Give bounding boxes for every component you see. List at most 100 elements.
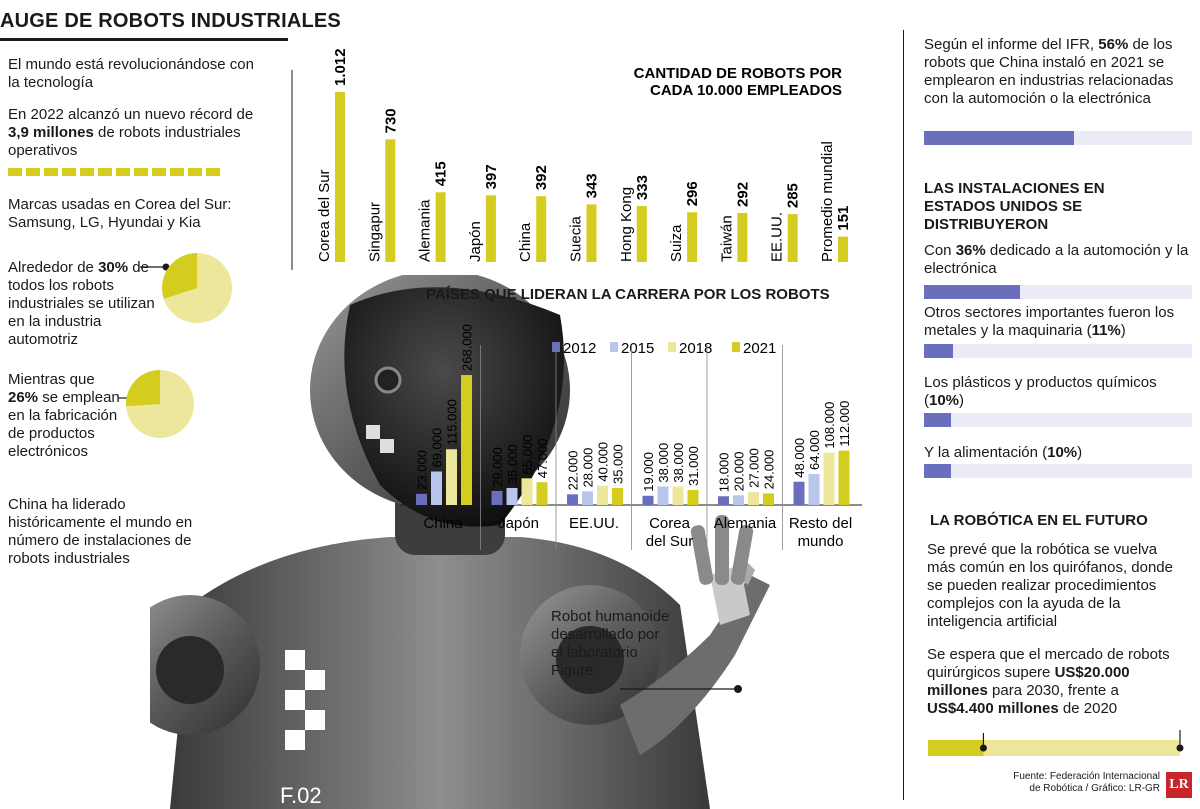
installations-bar <box>536 482 548 505</box>
density-bar <box>435 192 446 262</box>
density-bar <box>838 236 848 262</box>
caption-pointer <box>620 685 742 693</box>
density-bar <box>787 214 798 262</box>
installations-bar <box>642 495 654 505</box>
installations-bar <box>461 375 472 505</box>
installations-bar <box>491 490 503 505</box>
installations-bar <box>446 449 457 505</box>
density-value-label: 730 <box>382 108 399 133</box>
density-value-label: 415 <box>433 161 450 186</box>
installations-value-label: 20.000 <box>732 452 747 492</box>
installations-value-label: 23.000 <box>415 450 430 490</box>
robot-density-chart: CANTIDAD DE ROBOTS POR CADA 10.000 EMPLE… <box>291 48 852 270</box>
density-bar <box>586 204 597 262</box>
installations-value-label: 31.000 <box>686 446 701 486</box>
legend-label: 2012 <box>563 340 596 357</box>
installations-bar <box>748 491 759 505</box>
automotive-pie <box>140 253 232 323</box>
us-auto-text: Con 36% dedicado a la automoción y la el… <box>924 242 1189 277</box>
installations-value-label: 38.000 <box>656 443 671 483</box>
density-bar <box>536 196 547 262</box>
installations-value-label: 35.000 <box>611 444 626 484</box>
density-category-label: Promedio mundial <box>819 141 836 262</box>
installations-category-label: Resto del <box>789 515 852 532</box>
density-value-label: 1.012 <box>332 48 349 86</box>
installations-bar <box>582 491 593 505</box>
lr-logo: LR <box>1166 772 1192 798</box>
density-category-label: China <box>517 222 534 262</box>
installations-bar <box>597 485 608 505</box>
density-category-label: Suiza <box>668 224 685 262</box>
installations-value-label: 27.000 <box>747 448 762 488</box>
market-2030-dot <box>1176 744 1184 752</box>
installations-value-label: 19.000 <box>641 452 656 492</box>
installations-value-label: 22.000 <box>566 451 581 491</box>
chart2-title: PAÍSES QUE LIDERAN LA CARRERA POR LOS RO… <box>426 286 830 303</box>
density-category-label: Japón <box>467 221 484 262</box>
density-bar <box>737 212 748 262</box>
installations-bar <box>521 478 533 505</box>
installations-bar <box>657 486 669 505</box>
right-column-divider <box>903 30 904 800</box>
density-category-label: Taiwán <box>718 215 735 262</box>
record-text: En 2022 alcanzó un nuevo récord de 3,9 m… <box>8 106 254 159</box>
density-category-label: Hong Kong <box>618 187 635 262</box>
density-category-label: Corea del Sur <box>316 169 333 262</box>
china-leadership-text: China ha liderado históricamente el mund… <box>8 496 193 567</box>
chart1-title-line1: CANTIDAD DE ROBOTS POR <box>634 65 843 82</box>
electronics-pie-slice <box>126 370 160 407</box>
density-value-label: 285 <box>785 183 802 208</box>
source-credit: Fuente: Federación Internacional de Robó… <box>1013 771 1160 794</box>
electronics-pie <box>118 370 194 438</box>
density-category-label: EE.UU. <box>769 212 786 262</box>
intro-text: El mundo está revolucionándose con la te… <box>8 56 254 91</box>
legend-label: 2021 <box>743 340 776 357</box>
installations-bar <box>838 450 850 505</box>
legend-swatch <box>732 342 740 352</box>
future-text: Se prevé que la robótica se vuelva más c… <box>927 541 1173 630</box>
installations-value-label: 28.000 <box>581 448 596 488</box>
ifr-bar <box>924 131 1192 145</box>
us-metals-text: Otros sectores importantes fueron los me… <box>924 304 1175 339</box>
installations-category-label: Alemania <box>714 515 777 532</box>
installations-value-label: 108.000 <box>822 402 837 449</box>
us-auto-bar <box>924 285 1192 299</box>
surgical-market-text: Se espera que el mercado de robots quirú… <box>927 646 1170 717</box>
installations-value-label: 18.000 <box>717 453 732 493</box>
density-bar <box>636 206 647 262</box>
density-bar <box>385 139 396 262</box>
installations-bar <box>823 452 835 505</box>
installations-value-label: 55.000 <box>520 435 535 475</box>
legend-swatch <box>610 342 618 352</box>
installations-bar <box>431 471 442 505</box>
installations-category-label: mundo <box>798 533 844 550</box>
legend-swatch <box>668 342 676 352</box>
installations-bar <box>506 488 518 505</box>
installations-value-label: 48.000 <box>792 438 807 478</box>
density-value-label: 333 <box>634 175 651 200</box>
density-value-label: 296 <box>684 181 701 206</box>
installations-bar <box>567 494 578 505</box>
record-dots <box>8 168 220 176</box>
robot-caption: Robot humanoide desarrollado por el labo… <box>551 608 670 679</box>
legend-label: 2015 <box>621 340 654 357</box>
market-2020-bar <box>928 740 984 756</box>
density-value-label: 292 <box>734 182 751 207</box>
robot-illustration: F.02 F.02 <box>150 275 770 809</box>
density-bar <box>687 212 698 262</box>
chart1-title-line2: CADA 10.000 EMPLEADOS <box>650 82 842 99</box>
installations-bar <box>718 496 729 505</box>
installations-category-label: Corea <box>649 515 691 532</box>
head-badge-text: F.02 <box>225 390 255 407</box>
installations-bar <box>733 495 744 505</box>
installations-category-label: China <box>423 515 463 532</box>
page-title: AUGE DE ROBOTS INDUSTRIALES <box>0 10 341 32</box>
installations-bar <box>672 486 684 505</box>
title-underline <box>0 38 288 41</box>
market-2020-dot <box>979 744 987 752</box>
us-plastics-text: Los plásticos y productos químicos (10%) <box>924 374 1157 409</box>
installations-value-label: 38.000 <box>671 443 686 483</box>
automotive-text: Alrededor de 30% de todos los robots ind… <box>8 259 155 348</box>
density-value-label: 397 <box>483 164 500 189</box>
installations-bar <box>793 481 805 505</box>
